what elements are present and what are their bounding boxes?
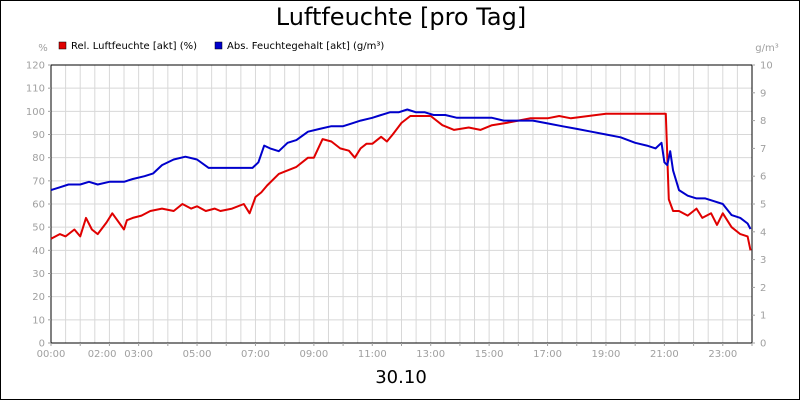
left-tick-label: 110 xyxy=(26,84,45,95)
x-tick-label: 19:00 xyxy=(592,349,621,360)
left-tick-label: 0 xyxy=(39,339,45,350)
left-axis-ticks: 0 10 20 30 40 50 60 70 80 90 100 110 120 xyxy=(26,61,51,350)
left-tick-label: 70 xyxy=(32,176,45,187)
x-tick-label: 13:00 xyxy=(416,349,445,360)
x-tick-label: 00:00 xyxy=(37,349,66,360)
x-tick-label: 02:00 xyxy=(88,349,117,360)
legend-swatch-rel-humidity xyxy=(58,41,67,50)
right-tick-label: 0 xyxy=(760,339,766,350)
legend: Rel. Luftfeuchte [akt] (%) Abs. Feuchteg… xyxy=(58,41,384,52)
x-tick-label: 17:00 xyxy=(533,349,562,360)
right-tick-label: 4 xyxy=(760,227,766,238)
left-tick-label: 20 xyxy=(32,292,45,303)
legend-swatch-abs-humidity xyxy=(214,41,223,50)
right-tick-label: 5 xyxy=(760,200,766,211)
grid xyxy=(51,65,752,343)
x-tick-label: 11:00 xyxy=(358,349,387,360)
right-tick-label: 2 xyxy=(760,283,766,294)
series-line-abs-humidity xyxy=(50,108,752,230)
legend-label-abs-humidity: Abs. Feuchtegehalt [akt] (g/m³) xyxy=(227,41,384,52)
right-tick-label: 6 xyxy=(760,172,766,183)
right-axis-unit: g/m³ xyxy=(755,43,778,54)
left-tick-label: 100 xyxy=(26,107,45,118)
x-tick-label: 03:00 xyxy=(124,349,153,360)
left-tick-label: 90 xyxy=(32,130,45,141)
left-axis-unit: % xyxy=(38,43,48,54)
right-tick-label: 7 xyxy=(760,144,766,155)
left-tick-label: 120 xyxy=(26,61,45,72)
chart-title: Luftfeuchte [pro Tag] xyxy=(275,3,527,31)
x-axis-date-label: 30.10 xyxy=(375,367,427,388)
x-tick-label: 05:00 xyxy=(183,349,212,360)
x-tick-label: 09:00 xyxy=(299,349,328,360)
left-tick-label: 50 xyxy=(32,223,45,234)
left-tick-label: 30 xyxy=(32,269,45,280)
x-axis-ticks: 00:00 02:00 03:00 05:00 07:00 09:00 11:00 13:00… xyxy=(37,343,753,360)
left-tick-label: 60 xyxy=(32,200,45,211)
x-tick-label: 23:00 xyxy=(708,349,737,360)
right-tick-label: 10 xyxy=(760,61,773,72)
x-tick-label: 21:00 xyxy=(650,349,679,360)
left-tick-label: 40 xyxy=(32,246,45,257)
left-tick-label: 10 xyxy=(32,315,45,326)
right-tick-label: 8 xyxy=(760,116,766,127)
series-layer xyxy=(50,108,752,251)
legend-label-rel-humidity: Rel. Luftfeuchte [akt] (%) xyxy=(71,41,197,52)
right-tick-label: 3 xyxy=(760,255,766,266)
right-axis-ticks: 0 1 2 3 4 5 6 7 8 9 10 xyxy=(752,61,773,350)
right-tick-label: 1 xyxy=(760,311,766,322)
x-tick-label: 07:00 xyxy=(241,349,270,360)
series-line-rel-humidity xyxy=(50,112,752,251)
left-tick-label: 80 xyxy=(32,153,45,164)
right-tick-label: 9 xyxy=(760,88,766,99)
x-tick-label: 15:00 xyxy=(475,349,504,360)
